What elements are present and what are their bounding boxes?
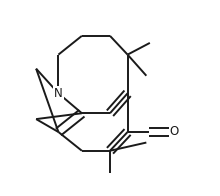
Text: O: O	[170, 125, 179, 139]
Text: N: N	[54, 87, 63, 100]
